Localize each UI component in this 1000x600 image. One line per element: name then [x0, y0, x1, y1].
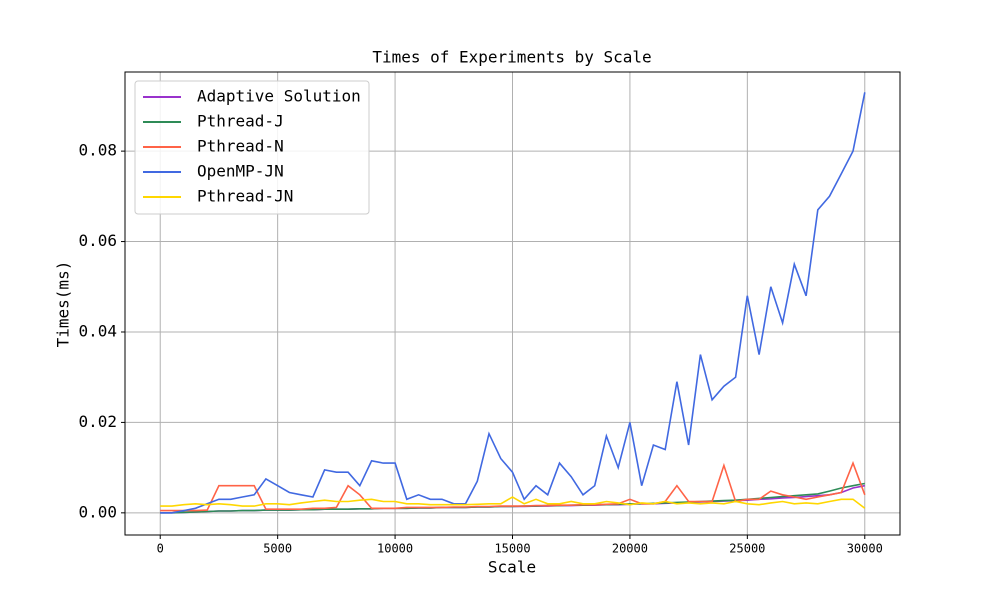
y-tick-label: 0.00: [78, 502, 117, 521]
y-tick-label: 0.02: [78, 412, 117, 431]
y-axis-label: Times(ms): [54, 261, 73, 348]
series-line: [160, 460, 866, 512]
x-tick-label: 5000: [263, 542, 292, 556]
legend-label: Pthread-N: [197, 137, 284, 156]
legend-label: Adaptive Solution: [197, 87, 361, 106]
x-tick-label: 25000: [729, 542, 765, 556]
x-tick-label: 15000: [494, 542, 530, 556]
x-tick-label: 20000: [612, 542, 648, 556]
chart-title: Times of Experiments by Scale: [372, 48, 651, 67]
x-tick-label: 30000: [847, 542, 883, 556]
legend-label: Pthread-J: [197, 112, 284, 131]
plot-frame: [124, 71, 901, 536]
y-tick-label: 0.04: [78, 321, 117, 340]
legend-label: Pthread-JN: [197, 187, 293, 206]
x-tick-label: 0: [157, 542, 164, 556]
y-tick-label: 0.08: [78, 141, 117, 160]
legend-label: OpenMP-JN: [197, 162, 284, 181]
y-tick-label: 0.06: [78, 231, 117, 250]
series-line: [160, 92, 866, 514]
series-line: [160, 496, 866, 509]
x-tick-label: 10000: [377, 542, 413, 556]
legend-box: [134, 80, 370, 215]
x-axis-label: Scale: [488, 558, 536, 577]
